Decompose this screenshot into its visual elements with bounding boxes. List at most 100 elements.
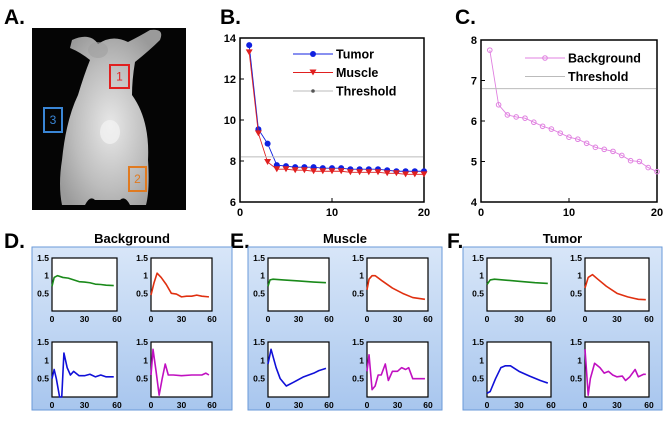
roi-label: 1 [116, 70, 123, 84]
x-tick-label: 30 [177, 400, 187, 410]
plot-area [239, 37, 425, 203]
data-point [346, 169, 354, 176]
y-tick-label: 1 [479, 271, 484, 281]
x-tick-label: 60 [644, 314, 654, 324]
x-tick-label: 0 [365, 400, 370, 410]
plot-area [486, 341, 552, 398]
series-line [486, 278, 548, 285]
subplot: 0 30 60 0.5 1 1.5 [570, 337, 654, 410]
plot-area [267, 341, 330, 398]
subplot: 0 30 60 0.5 1 1.5 [472, 337, 556, 410]
data-point [273, 166, 281, 173]
subplot: 0 30 60 0.5 1 1.5 [253, 253, 334, 324]
y-tick-label: 1 [143, 355, 148, 365]
data-point [531, 119, 537, 126]
x-tick-label: 30 [80, 400, 90, 410]
chart-c: 0 10 20 4 5 6 7 8 Background Threshold [471, 35, 663, 219]
y-tick-label: 0.5 [37, 288, 49, 298]
series-line [267, 348, 327, 387]
series-line [267, 278, 326, 287]
subplot: 0 30 60 0.5 1 1.5 [570, 253, 654, 324]
y-tick-label: 1.5 [472, 337, 484, 347]
chart-grid-e: Muscle 0 30 60 0.5 1 1.5 0 30 60 0.5 1 1.5 0 30 60 0.5 1 1… [247, 231, 443, 411]
legend-label: Muscle [336, 66, 378, 80]
x-tick-label: 0 [149, 400, 154, 410]
y-tick-label: 1.5 [37, 253, 49, 263]
x-tick-label: 10 [326, 207, 338, 219]
data-point [411, 171, 419, 178]
legend-marker [542, 55, 548, 61]
x-tick-label: 0 [50, 314, 55, 324]
plot-area [267, 257, 330, 312]
legend-marker [310, 51, 316, 57]
mouse-image [32, 28, 186, 210]
y-tick-label: 0.5 [352, 288, 364, 298]
x-tick-label: 30 [393, 314, 403, 324]
y-tick-label: 1.5 [570, 253, 582, 263]
x-tick-label: 0 [149, 314, 154, 324]
data-point [654, 168, 660, 175]
x-tick-label: 0 [478, 207, 484, 219]
x-tick-label: 60 [112, 400, 122, 410]
legend-entry: Threshold [525, 70, 628, 84]
legend-entry: Tumor [293, 48, 374, 62]
x-tick-label: 30 [80, 314, 90, 324]
data-point [557, 130, 564, 136]
y-tick-label: 5 [471, 157, 477, 169]
y-tick-label: 6 [471, 116, 477, 128]
panel-label-b: B. [220, 6, 241, 29]
plot-area [366, 257, 429, 312]
y-tick-label: 8 [230, 156, 236, 168]
data-point [402, 171, 410, 178]
data-point [356, 169, 364, 176]
y-tick-label: 1.5 [352, 253, 364, 263]
data-point [566, 134, 572, 140]
x-tick-label: 30 [393, 400, 403, 410]
x-tick-label: 30 [612, 400, 622, 410]
x-tick-label: 0 [266, 314, 271, 324]
y-tick-label: 0.5 [37, 374, 49, 384]
legend-label: Background [568, 52, 641, 66]
x-tick-label: 60 [423, 400, 433, 410]
roi-3: 3 [43, 107, 63, 133]
x-tick-label: 30 [177, 314, 187, 324]
x-tick-label: 60 [324, 400, 334, 410]
x-tick-label: 0 [50, 400, 55, 410]
panel-label-c: C. [455, 6, 476, 29]
y-tick-label: 1 [577, 271, 582, 281]
series-muscle [245, 49, 428, 178]
series-line [489, 50, 658, 173]
series-line [51, 274, 114, 287]
x-tick-label: 0 [237, 207, 243, 219]
data-point [300, 167, 308, 174]
y-tick-label: 0.5 [136, 288, 148, 298]
series-line [584, 273, 646, 301]
data-point [592, 144, 599, 151]
x-tick-label: 60 [112, 314, 122, 324]
data-point [374, 169, 382, 176]
data-point [365, 169, 373, 176]
y-tick-label: 0.5 [352, 374, 364, 384]
y-tick-label: 1.5 [136, 253, 148, 263]
legend-label: Threshold [336, 85, 396, 99]
panel-label-a: A. [4, 6, 25, 29]
y-tick-label: 0.5 [472, 288, 484, 298]
plot-area [366, 341, 429, 398]
x-tick-label: 0 [583, 400, 588, 410]
data-point [539, 123, 546, 130]
data-point [522, 115, 528, 121]
x-tick-label: 30 [294, 400, 304, 410]
y-tick-label: 1.5 [352, 337, 364, 347]
plot-area [486, 257, 552, 312]
x-tick-label: 30 [514, 314, 524, 324]
y-tick-label: 1 [359, 271, 364, 281]
panel-title: Background [94, 231, 170, 246]
x-tick-label: 10 [563, 207, 575, 219]
chart-grid-f: Tumor 0 30 60 0.5 1 1.5 0 30 60 0.5 1 1.5 0 30 60 0.5 1 1.… [462, 231, 663, 411]
y-tick-label: 0.5 [136, 374, 148, 384]
y-tick-label: 4 [471, 197, 478, 209]
y-tick-label: 1.5 [253, 337, 265, 347]
legend-entry: Muscle [293, 66, 378, 80]
data-point [645, 164, 652, 171]
